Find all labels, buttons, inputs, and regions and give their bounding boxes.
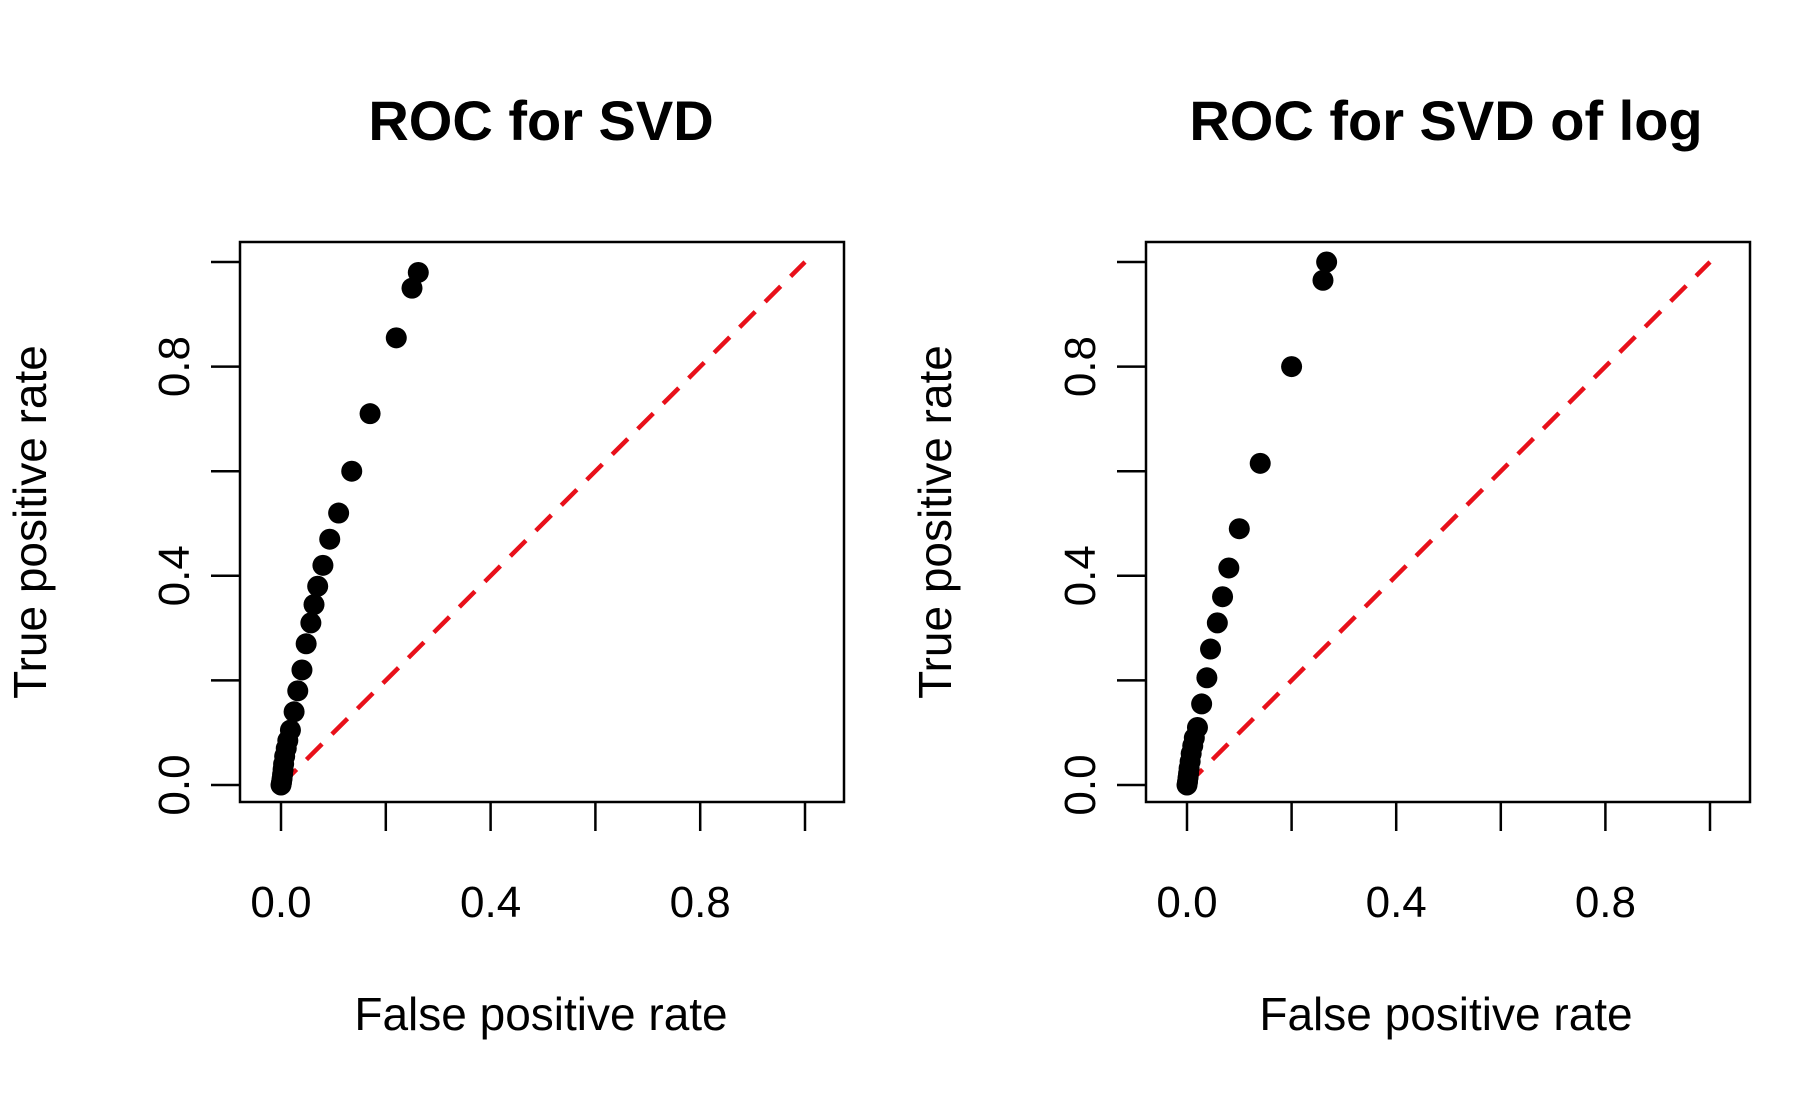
data-point: [295, 633, 317, 655]
x-tick-label: 0.0: [1156, 878, 1217, 927]
data-point: [291, 659, 313, 681]
roc-panel-svd-log: ROC for SVD of log False positive rate T…: [909, 89, 1752, 1040]
plot-marks: 0.0 0.4 0.8 0.0 0.4 0.8: [1056, 251, 1712, 927]
x-tick-label: 0.4: [1366, 878, 1427, 927]
plot-frame: [1144, 240, 1752, 804]
y-axis-label: True positive rate: [4, 345, 56, 699]
data-point: [287, 680, 309, 702]
data-point: [1212, 586, 1234, 608]
data-point: [1200, 638, 1222, 660]
data-point: [385, 327, 407, 349]
data-point: [328, 502, 350, 524]
reference-diagonal-line: [1185, 260, 1712, 787]
data-point: [1191, 693, 1213, 715]
y-tick-label: 0.0: [150, 754, 199, 815]
y-tick-label: 0.8: [150, 336, 199, 397]
data-point: [341, 460, 363, 482]
data-point: [307, 575, 329, 597]
data-point: [359, 403, 381, 425]
data-point: [312, 554, 334, 576]
y-tick-label: 0.0: [1056, 754, 1105, 815]
x-tick-label: 0.0: [250, 878, 311, 927]
data-point: [283, 701, 305, 723]
data-point: [300, 612, 322, 634]
y-axis-label: True positive rate: [909, 345, 961, 699]
chart-title: ROC for SVD of log: [1189, 89, 1702, 152]
x-axis-label: False positive rate: [354, 988, 727, 1040]
x-tick-label: 0.8: [1575, 878, 1636, 927]
x-tick-label: 0.8: [670, 878, 731, 927]
data-point: [1228, 518, 1250, 540]
y-tick-label: 0.8: [1056, 336, 1105, 397]
y-tick-label: 0.4: [150, 545, 199, 606]
plot-marks: 0.0 0.4 0.8 0.0 0.4 0.8: [150, 260, 807, 927]
data-point: [407, 261, 429, 283]
data-point: [1249, 452, 1271, 474]
y-tick-label: 0.4: [1056, 545, 1105, 606]
reference-diagonal-line: [279, 260, 807, 787]
data-point: [319, 528, 341, 550]
data-point: [1312, 269, 1334, 291]
data-point: [1218, 557, 1240, 579]
data-point: [1281, 356, 1303, 378]
data-point: [1206, 612, 1228, 634]
data-point: [1316, 251, 1338, 273]
data-point: [1196, 667, 1218, 689]
x-axis-label: False positive rate: [1259, 988, 1632, 1040]
data-point: [1186, 716, 1208, 738]
x-tick-label: 0.4: [460, 878, 521, 927]
roc-panel-svd: ROC for SVD False positive rate True pos…: [4, 89, 846, 1040]
chart-title: ROC for SVD: [368, 89, 713, 152]
plot-frame: [238, 240, 846, 804]
data-point: [303, 594, 325, 616]
data-point: [279, 719, 301, 741]
